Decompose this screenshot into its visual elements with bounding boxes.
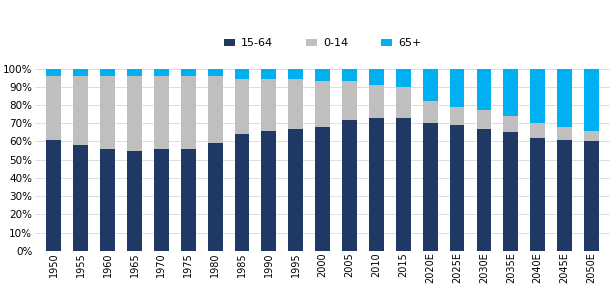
Bar [127,76,142,150]
Bar [101,149,115,251]
Bar [557,69,572,127]
Bar [315,81,330,127]
Bar [557,127,572,140]
Bar [235,80,249,134]
Bar [127,69,142,76]
Bar [235,134,249,251]
Bar [557,140,572,251]
Bar [181,76,196,149]
Bar [288,80,303,129]
Bar [74,145,88,251]
Bar [396,87,411,118]
Bar [208,69,223,76]
Bar [288,69,303,80]
Bar [47,69,61,76]
Bar [342,120,357,251]
Bar [530,138,545,251]
Bar [315,127,330,251]
Bar [154,149,169,251]
Bar [47,76,61,140]
Bar [235,69,249,80]
Bar [208,143,223,251]
Bar [396,69,411,87]
Bar [101,69,115,76]
Bar [288,129,303,251]
Bar [262,130,276,251]
Bar [181,69,196,76]
Bar [154,76,169,149]
Bar [503,116,518,132]
Bar [47,140,61,251]
Bar [530,69,545,123]
Legend: 15-64, 0-14, 65+: 15-64, 0-14, 65+ [219,34,426,53]
Bar [449,125,465,251]
Bar [208,76,223,143]
Bar [369,85,384,118]
Bar [423,101,438,123]
Bar [181,149,196,251]
Bar [74,69,88,76]
Bar [127,150,142,251]
Bar [101,76,115,149]
Bar [449,107,465,125]
Bar [584,69,599,130]
Bar [262,80,276,130]
Bar [369,118,384,251]
Bar [503,69,518,116]
Bar [396,118,411,251]
Bar [423,123,438,251]
Bar [476,110,491,129]
Bar [342,81,357,120]
Bar [74,76,88,145]
Bar [476,129,491,251]
Bar [342,69,357,81]
Bar [476,69,491,110]
Bar [584,130,599,142]
Bar [369,69,384,85]
Bar [503,132,518,251]
Bar [262,69,276,80]
Bar [423,69,438,101]
Bar [154,69,169,76]
Bar [584,142,599,251]
Bar [315,69,330,81]
Bar [449,69,465,107]
Bar [530,123,545,138]
